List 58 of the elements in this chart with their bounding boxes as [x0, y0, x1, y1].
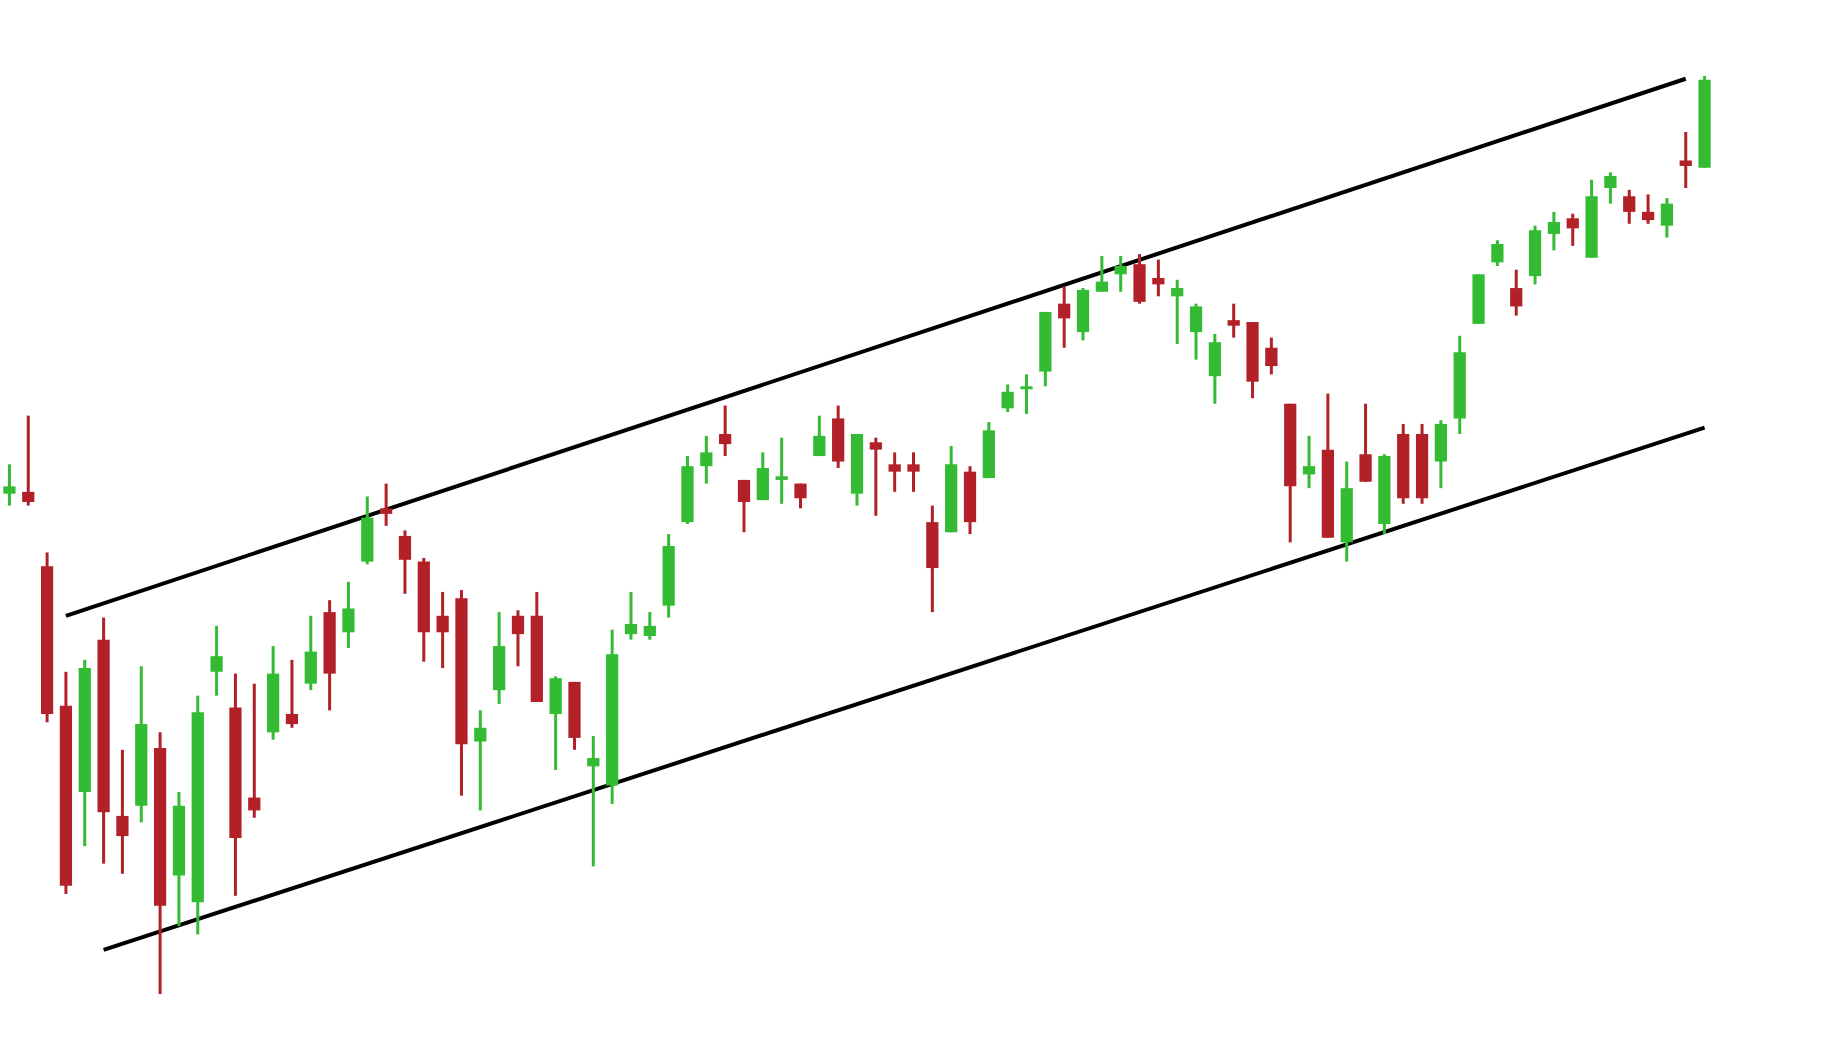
candlestick: [1189, 302, 1203, 362]
candlestick: [1434, 418, 1448, 490]
candlestick: [1566, 212, 1579, 248]
candlestick: [1547, 210, 1561, 252]
candlestick: [1001, 382, 1014, 414]
candlestick: [813, 414, 826, 458]
candlestick: [926, 504, 939, 614]
candlestick: [1133, 252, 1146, 306]
candlestick: [1604, 170, 1617, 206]
candlestick: [1114, 254, 1127, 294]
candlestick: [587, 734, 600, 868]
candlestick: [342, 580, 355, 650]
candlestick: [1095, 254, 1108, 294]
candlestick: [1528, 224, 1542, 286]
candlestick: [719, 404, 732, 458]
candlestick: [624, 590, 638, 642]
candlestick: [3, 462, 16, 508]
candlestick: [285, 658, 299, 730]
candlestick: [1510, 268, 1523, 318]
candlestick: [888, 450, 901, 494]
candlestick: [248, 682, 261, 820]
candlestick: [474, 708, 487, 812]
candlestick: [361, 494, 374, 566]
candlestick: [1623, 188, 1636, 226]
candlestick: [775, 436, 788, 506]
candlestick: [1208, 332, 1221, 406]
candlestick: [1265, 336, 1278, 376]
candlestick: [549, 674, 562, 772]
candlestick: [869, 436, 882, 518]
candlestick: [907, 450, 920, 494]
candlestick: [1302, 434, 1316, 490]
candlestick: [1359, 402, 1372, 484]
candlestick: [116, 748, 129, 876]
candlestick: [1641, 192, 1655, 226]
candlestick: [210, 624, 223, 698]
candlestick: [756, 450, 769, 502]
candlestick: [380, 482, 393, 528]
candlestick: [643, 610, 656, 642]
candlestick: [436, 590, 449, 670]
candlestick: [1076, 286, 1090, 342]
candlestick: [1171, 278, 1184, 346]
candlestick: [737, 478, 751, 534]
candlestick: [1020, 372, 1033, 416]
candlestick: [511, 608, 525, 668]
candlestick: [1660, 196, 1674, 240]
candlestick: [1679, 130, 1692, 190]
candlestick: [1491, 238, 1504, 268]
candlestick: [794, 482, 807, 510]
candlestick: [982, 420, 995, 480]
candlestick: [1058, 284, 1071, 350]
candlestick: [1152, 258, 1165, 298]
candlestick: [22, 414, 35, 508]
candlestick: [700, 434, 713, 486]
candlestick: [398, 528, 412, 596]
candlestick: [1227, 302, 1240, 340]
candlestick: [832, 404, 845, 470]
candlestick: [493, 610, 506, 706]
candlestick: [304, 614, 317, 692]
